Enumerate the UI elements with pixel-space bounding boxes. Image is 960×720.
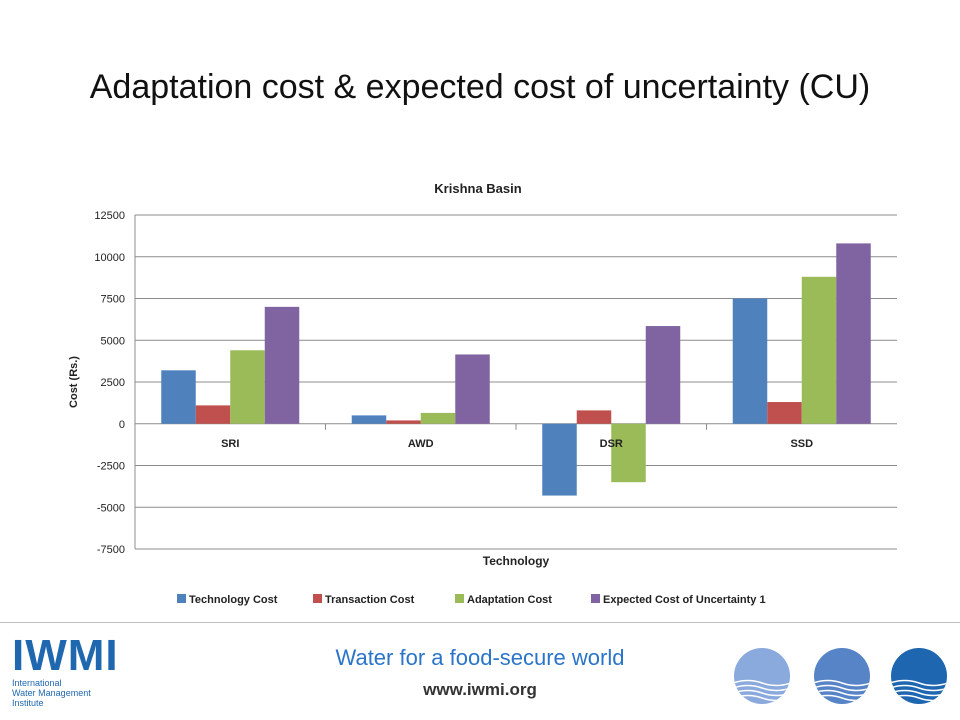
y-tick-label: 0 xyxy=(119,419,125,431)
chart-title: Krishna Basin xyxy=(434,181,521,196)
bars xyxy=(161,243,871,496)
logo-text: International Water Management Institute xyxy=(12,678,122,708)
bar-expected-cost-of-uncertainty-1-sri xyxy=(264,306,300,424)
bar-transaction-cost-awd xyxy=(386,420,421,424)
logo-line: Water Management xyxy=(12,688,91,698)
y-axis-ticks: 12500 10000 7500 5000 2500 0 -2500 -5000 -7500 xyxy=(94,210,125,556)
bar-adaptation-cost-dsr xyxy=(611,423,646,483)
bar-technology-cost-dsr xyxy=(542,423,577,496)
x-tick-label: SSD xyxy=(790,438,813,450)
y-tick-label: 5000 xyxy=(101,335,125,347)
legend-label: Transaction Cost xyxy=(325,594,415,606)
legend-item: Transaction Cost xyxy=(313,594,415,606)
bar-technology-cost-sri xyxy=(161,370,196,424)
bar-technology-cost-awd xyxy=(351,415,387,424)
x-tick-label: AWD xyxy=(408,438,434,450)
y-tick-label: -7500 xyxy=(97,544,125,556)
bar-transaction-cost-dsr xyxy=(576,410,612,424)
x-axis-label: Technology xyxy=(483,554,550,568)
bar-technology-cost-ssd xyxy=(732,298,768,424)
legend-swatch xyxy=(313,594,322,603)
bar-transaction-cost-sri xyxy=(195,405,231,424)
legend-label: Technology Cost xyxy=(189,594,278,606)
website-link[interactable]: www.iwmi.org xyxy=(423,680,537,699)
legend-swatch xyxy=(177,594,186,603)
legend-item: Expected Cost of Uncertainty 1 xyxy=(591,594,766,606)
bar-adaptation-cost-sri xyxy=(230,350,265,424)
legend-swatch xyxy=(455,594,464,603)
bar-expected-cost-of-uncertainty-1-awd xyxy=(455,354,490,424)
y-tick-label: 10000 xyxy=(94,252,125,264)
globe-icon xyxy=(814,648,870,704)
bar-adaptation-cost-ssd xyxy=(801,276,837,424)
footer-divider xyxy=(0,622,960,623)
globe-icon xyxy=(891,648,947,704)
y-tick-label: 12500 xyxy=(94,210,125,222)
tagline: Water for a food-secure world xyxy=(335,645,625,670)
y-tick-label: -2500 xyxy=(97,461,125,473)
y-axis-label: Cost (Rs.) xyxy=(68,356,80,408)
bar-chart: Krishna Basin 12500 10000 7500 5000 2500 0 -25… xyxy=(68,181,897,606)
legend: Technology Cost Transaction Cost Adaptatio… xyxy=(177,594,766,606)
x-tick-label: DSR xyxy=(600,438,623,450)
logo-line: International xyxy=(12,678,62,688)
x-tick-label: SRI xyxy=(221,438,239,450)
logo-mark: IWMI xyxy=(12,631,119,680)
bar-transaction-cost-ssd xyxy=(767,402,802,424)
x-axis-ticks: SRI AWD DSR SSD xyxy=(221,423,813,450)
bar-expected-cost-of-uncertainty-1-dsr xyxy=(645,326,681,424)
slide-title: Adaptation cost & expected cost of uncer… xyxy=(89,68,871,106)
y-tick-label: 7500 xyxy=(101,294,125,306)
y-tick-label: 2500 xyxy=(101,377,125,389)
legend-label: Adaptation Cost xyxy=(467,594,552,606)
bar-expected-cost-of-uncertainty-1-ssd xyxy=(836,243,871,424)
legend-swatch xyxy=(591,594,600,603)
legend-label: Expected Cost of Uncertainty 1 xyxy=(603,594,766,606)
globe-icon xyxy=(734,648,790,704)
bar-adaptation-cost-awd xyxy=(420,412,456,424)
y-tick-label: -5000 xyxy=(97,502,125,514)
legend-item: Adaptation Cost xyxy=(455,594,552,606)
legend-item: Technology Cost xyxy=(177,594,278,606)
iwmi-logo: IWMI International Water Management Inst… xyxy=(12,631,122,712)
logo-line: Institute xyxy=(12,698,44,708)
